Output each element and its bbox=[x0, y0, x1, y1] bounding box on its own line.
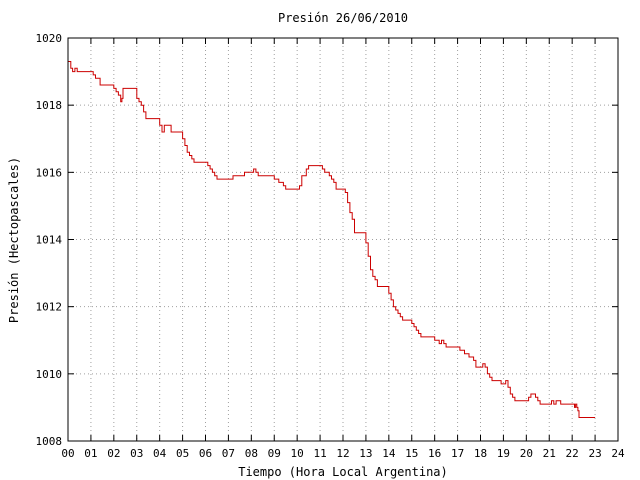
x-tick-labels: 00 01 02 03 04 05 06 07 08 09 10 11 12 13 14 15 16 17 18 19… bbox=[61, 447, 625, 460]
x-tick-label: 21 bbox=[543, 447, 556, 460]
x-tick-label: 00 bbox=[61, 447, 74, 460]
plot-frame bbox=[67, 37, 619, 442]
y-tick-label: 1008 bbox=[36, 435, 63, 448]
y-tick-label: 1014 bbox=[36, 234, 63, 247]
x-tick-label: 13 bbox=[359, 447, 372, 460]
series-group bbox=[68, 61, 596, 418]
x-tick-label: 12 bbox=[336, 447, 349, 460]
x-tick-label: 04 bbox=[153, 447, 167, 460]
chart-title: Presión 26/06/2010 bbox=[278, 11, 408, 25]
x-tick-label: 15 bbox=[405, 447, 418, 460]
x-tick-label: 06 bbox=[199, 447, 212, 460]
x-tick-label: 11 bbox=[313, 447, 326, 460]
x-tick-label: 24 bbox=[611, 447, 625, 460]
x-axis-label: Tiempo (Hora Local Argentina) bbox=[238, 465, 448, 479]
x-tick-label: 20 bbox=[520, 447, 533, 460]
x-tick-label: 03 bbox=[130, 447, 143, 460]
x-tick-label: 23 bbox=[588, 447, 601, 460]
x-tick-label: 18 bbox=[474, 447, 487, 460]
x-tick-label: 05 bbox=[176, 447, 189, 460]
x-tick-label: 08 bbox=[245, 447, 258, 460]
series-line-0 bbox=[68, 61, 596, 418]
x-tick-label: 02 bbox=[107, 447, 120, 460]
grid-lines bbox=[68, 38, 618, 441]
y-tick-labels: 1008 1010 1012 1014 1016 1018 1020 bbox=[36, 32, 63, 448]
y-tick-label: 1018 bbox=[36, 99, 63, 112]
x-tick-label: 17 bbox=[451, 447, 464, 460]
x-tick-label: 01 bbox=[84, 447, 97, 460]
y-tick-label: 1016 bbox=[36, 166, 63, 179]
x-tick-label: 16 bbox=[428, 447, 441, 460]
axis-ticks bbox=[67, 37, 619, 442]
x-tick-label: 14 bbox=[382, 447, 396, 460]
x-tick-label: 10 bbox=[291, 447, 304, 460]
y-axis-label: Presión (Hectopascales) bbox=[7, 157, 21, 323]
x-tick-label: 07 bbox=[222, 447, 235, 460]
x-tick-label: 09 bbox=[268, 447, 281, 460]
y-tick-label: 1010 bbox=[36, 368, 63, 381]
x-tick-label: 22 bbox=[566, 447, 579, 460]
y-tick-label: 1020 bbox=[36, 32, 63, 45]
y-tick-label: 1012 bbox=[36, 301, 63, 314]
x-tick-label: 19 bbox=[497, 447, 510, 460]
